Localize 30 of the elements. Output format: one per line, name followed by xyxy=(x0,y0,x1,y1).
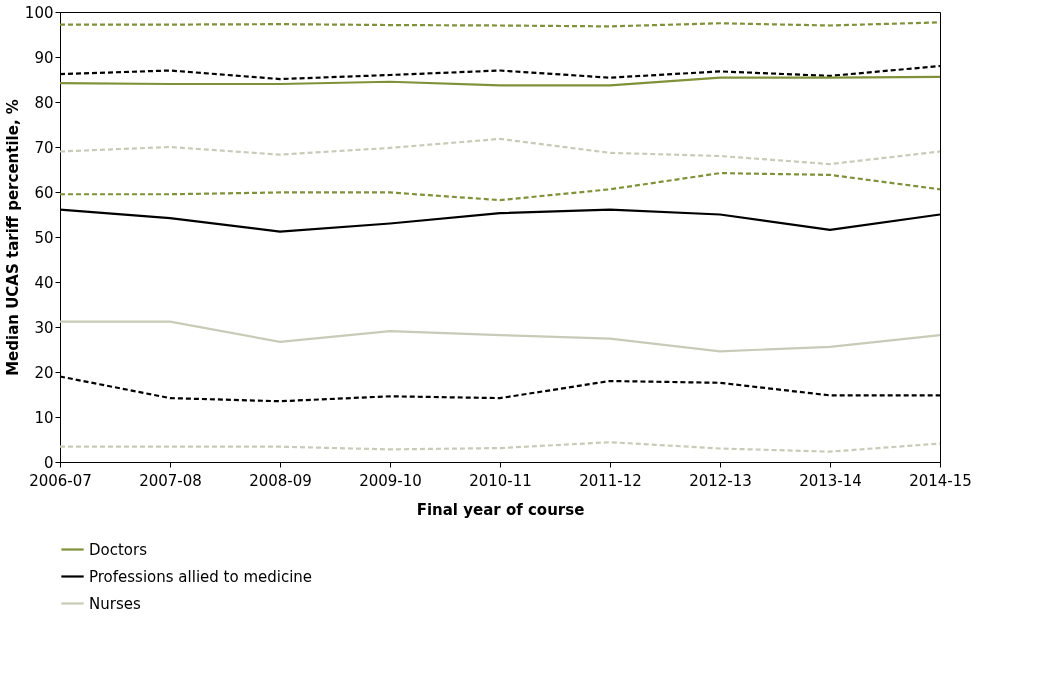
x-axis-title: Final year of course xyxy=(416,500,585,519)
y-axis-title: Median UCAS tariff percentile, % xyxy=(3,99,22,376)
x-tick-label: 2010-11 xyxy=(469,471,532,490)
legend-label: Doctors xyxy=(89,540,148,559)
y-tick-label: 70 xyxy=(34,138,54,157)
y-tick-label: 30 xyxy=(34,318,54,337)
legend-label: Professions allied to medicine xyxy=(89,567,313,586)
y-tick-label: 90 xyxy=(34,48,54,67)
y-tick-label: 80 xyxy=(34,93,54,112)
line-series xyxy=(58,320,942,353)
y-tick-label: 40 xyxy=(34,273,54,292)
x-tick-label: 2007-08 xyxy=(139,471,202,490)
line-series xyxy=(58,441,942,453)
x-tick-label: 2009-10 xyxy=(359,471,422,490)
line-series xyxy=(58,137,942,166)
x-tick-label: 2008-09 xyxy=(249,471,312,490)
x-tick-label: 2013-14 xyxy=(799,471,862,490)
y-tick-label: 50 xyxy=(34,228,54,247)
line-series xyxy=(58,172,942,202)
y-tick-label: 20 xyxy=(34,363,54,382)
x-tick-label: 2014-15 xyxy=(909,471,972,490)
x-tick-label: 2011-12 xyxy=(579,471,642,490)
y-tick-label: 100 xyxy=(24,3,54,22)
y-tick-label: 0 xyxy=(43,453,54,472)
y-tick-label: 10 xyxy=(34,408,54,427)
x-tick-label: 2006-07 xyxy=(29,471,92,490)
y-tick-label: 60 xyxy=(34,183,54,202)
x-tick-label: 2012-13 xyxy=(689,471,752,490)
line-series xyxy=(58,75,942,87)
legend-label: Nurses xyxy=(89,594,141,613)
